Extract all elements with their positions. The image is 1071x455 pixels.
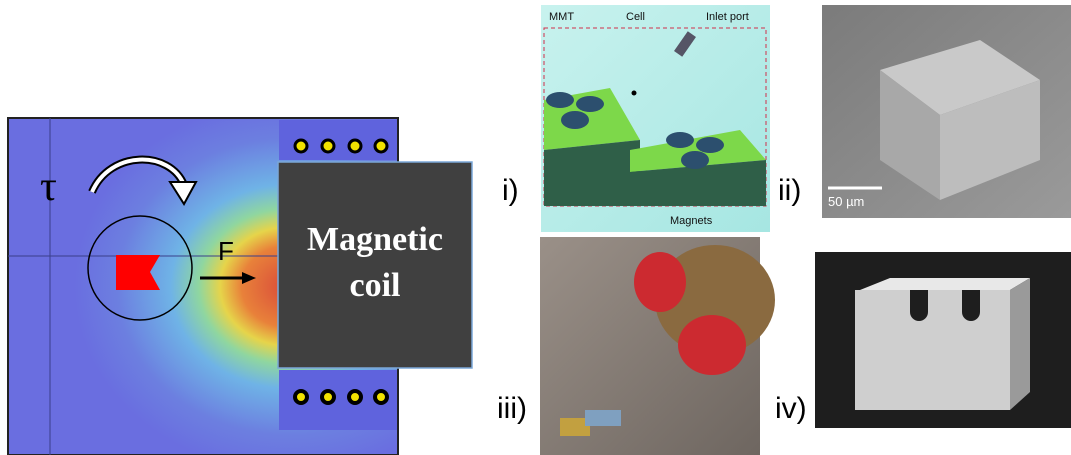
annotation: Cell <box>626 11 645 23</box>
scale-label: 50 µm <box>828 194 864 209</box>
annotation: Inlet port <box>706 11 749 23</box>
block-front <box>855 290 1010 410</box>
magnet-block <box>630 130 766 172</box>
scaffold <box>940 80 1040 200</box>
panel-iii <box>540 237 775 455</box>
force-arrowhead <box>242 272 256 284</box>
magnet-block <box>630 160 766 206</box>
block-notch <box>910 290 980 321</box>
inlet-port <box>674 31 696 57</box>
scaffold <box>880 70 940 200</box>
microrobot <box>560 418 590 436</box>
annotation: Magnets <box>670 215 713 227</box>
panel-i: MMT Cell Inlet port Magnets <box>541 5 770 232</box>
magnet-block <box>544 140 640 206</box>
coil-wires <box>293 389 389 405</box>
panel-iv <box>815 252 1071 428</box>
fly-eye <box>634 252 686 312</box>
force-label: F <box>218 236 234 266</box>
microrobot <box>116 255 160 290</box>
panel-label: iii) <box>497 392 527 425</box>
microrobot <box>585 410 621 426</box>
mmt <box>546 92 724 169</box>
panel-label: ii) <box>778 174 801 207</box>
robot-outline <box>87 215 193 321</box>
scaffold <box>880 40 1040 115</box>
panel-label: i) <box>502 174 519 207</box>
panel-label: iv) <box>775 392 807 425</box>
block-top <box>860 278 1030 290</box>
torque-arrow <box>90 157 186 193</box>
cell <box>631 90 637 96</box>
simulation-panel: Magnetic coil τ F <box>7 117 473 455</box>
panel-ii: 50 µm <box>822 5 1071 218</box>
coil-label: coil <box>350 267 401 304</box>
torque-arrowhead <box>168 181 198 206</box>
block-side <box>1010 278 1030 410</box>
coil-label: Magnetic <box>307 221 443 258</box>
annotation: MMT <box>549 11 574 23</box>
fly-eye <box>678 315 746 375</box>
torque-symbol: τ <box>40 164 57 210</box>
coil-box <box>277 161 473 369</box>
coil-wires <box>293 138 389 154</box>
